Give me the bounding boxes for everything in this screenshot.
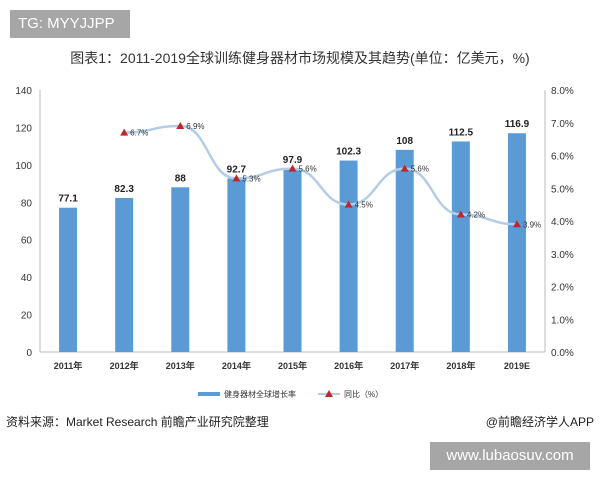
growth-marker (400, 164, 409, 172)
left-tick-label: 60 (21, 236, 33, 247)
growth-value-label: 5.6% (299, 165, 317, 174)
site-watermark: www.lubaosuv.com (430, 442, 590, 470)
right-tick-label: 5.0% (551, 184, 574, 195)
growth-value-label: 5.6% (411, 165, 429, 174)
growth-marker (176, 122, 185, 130)
growth-value-label: 6.9% (186, 122, 204, 131)
bar-value-label: 92.7 (227, 165, 247, 176)
x-tick-label: 2014年 (222, 360, 251, 371)
growth-value-label: 5.3% (242, 174, 260, 183)
growth-value-label: 3.9% (523, 220, 541, 229)
right-tick-label: 6.0% (551, 152, 574, 163)
left-tick-label: 80 (21, 198, 33, 209)
app-credit: @前瞻经济学人APP (485, 415, 594, 429)
growth-marker (120, 128, 129, 136)
bar-value-label: 102.3 (336, 147, 361, 158)
x-tick-label: 2018年 (446, 360, 475, 371)
legend-line-label: 同比（%） (344, 389, 383, 399)
legend-line-marker (325, 390, 333, 397)
growth-marker (232, 174, 241, 182)
bar-value-label: 108 (396, 136, 413, 147)
x-tick-label: 2016年 (334, 360, 363, 371)
bar-value-label: 82.3 (114, 184, 134, 195)
x-tick-label: 2012年 (110, 360, 139, 371)
x-tick-label: 2011年 (54, 360, 83, 371)
growth-marker (512, 220, 521, 228)
right-tick-label: 0.0% (551, 348, 574, 359)
bar (171, 187, 190, 352)
source-note: 资料来源：Market Research 前瞻产业研究院整理 (6, 415, 269, 429)
bar (283, 168, 302, 352)
x-tick-label: 2019E (504, 361, 530, 371)
chart-title: 图表1：2011-2019全球训练健身器材市场规模及其趋势(单位：亿美元，%) (70, 50, 530, 66)
right-tick-label: 1.0% (551, 315, 574, 326)
growth-value-label: 6.7% (130, 129, 148, 138)
x-tick-label: 2013年 (166, 360, 195, 371)
bar (59, 207, 78, 352)
growth-value-label: 4.2% (467, 210, 485, 219)
legend-bar-label: 健身器材全球增长率 (224, 389, 296, 399)
right-tick-label: 3.0% (551, 250, 574, 261)
right-tick-label: 7.0% (551, 119, 574, 130)
bar (339, 160, 358, 352)
bar (115, 197, 134, 352)
bar (451, 141, 470, 352)
legend-bar-swatch (198, 392, 220, 396)
growth-marker (288, 164, 297, 172)
bar (227, 178, 246, 352)
channel-badge: TG: MYYJJPP (10, 10, 130, 38)
growth-marker (344, 200, 353, 208)
right-tick-label: 4.0% (551, 217, 574, 228)
chart: 0 20 40 60 80 100 120 140 0.0% 1.0% 2.0% 3.0% 4.0% 5.… (15, 86, 574, 399)
left-tick-label: 120 (15, 123, 32, 134)
bar (395, 149, 414, 352)
x-tick-label: 2017年 (390, 360, 419, 371)
left-tick-label: 140 (15, 86, 32, 97)
x-tick-label: 2015年 (278, 360, 307, 371)
growth-marker (456, 210, 465, 218)
right-tick-label: 8.0% (551, 86, 574, 97)
bar-value-label: 77.1 (58, 194, 78, 205)
bar-value-label: 97.9 (283, 155, 303, 166)
left-tick-label: 20 (21, 311, 33, 322)
left-tick-label: 100 (15, 161, 32, 172)
bar-value-label: 116.9 (505, 119, 530, 130)
growth-line (124, 124, 517, 226)
left-tick-label: 0 (26, 348, 32, 359)
bar-value-label: 112.5 (449, 127, 474, 138)
growth-value-label: 4.5% (355, 201, 373, 210)
right-tick-label: 2.0% (551, 283, 574, 294)
left-tick-label: 40 (21, 273, 33, 284)
bar-value-label: 88 (175, 173, 187, 184)
bar (507, 133, 526, 352)
